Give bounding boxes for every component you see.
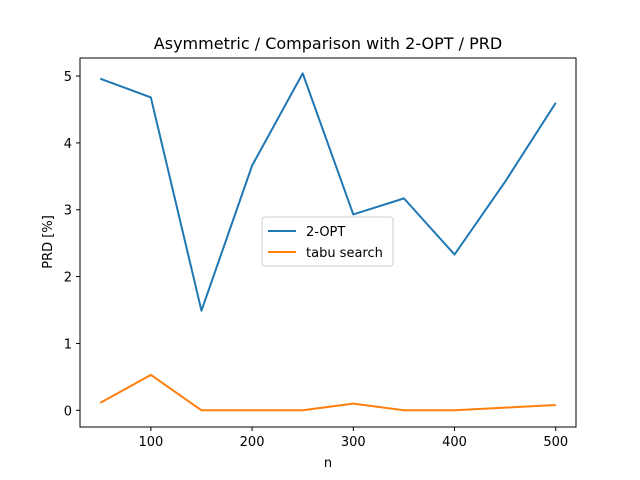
y-axis-ticks: 0 1 2 3 4 5	[64, 70, 80, 419]
plot-area-frame	[79, 57, 577, 428]
series-line-2-opt	[99, 72, 557, 312]
y-tick-label: 1	[64, 337, 72, 352]
y-tick-label: 5	[64, 70, 72, 85]
series-line-tabu-search	[99, 373, 556, 412]
legend-label-tabu-search: tabu search	[306, 246, 383, 261]
legend-label-2-opt: 2-OPT	[306, 225, 345, 240]
plot-lines	[99, 72, 557, 412]
y-tick-label: 2	[64, 271, 72, 286]
x-tick-label: 200	[240, 435, 265, 450]
y-tick-label: 3	[64, 204, 72, 219]
x-axis-label: n	[324, 456, 332, 471]
x-axis-ticks: 100 200 300 400 500	[138, 427, 568, 450]
chart-title: Asymmetric / Comparison with 2-OPT / PRD	[154, 34, 502, 53]
x-tick-label: 100	[138, 435, 163, 450]
x-tick-label: 400	[442, 435, 467, 450]
y-tick-label: 4	[64, 137, 72, 152]
legend: 2-OPT tabu search	[261, 216, 394, 267]
y-tick-label: 0	[64, 404, 72, 419]
x-tick-label: 500	[543, 435, 568, 450]
y-axis-label: PRD [%]	[41, 215, 56, 269]
x-tick-label: 300	[341, 435, 366, 450]
legend-frame	[261, 216, 394, 267]
